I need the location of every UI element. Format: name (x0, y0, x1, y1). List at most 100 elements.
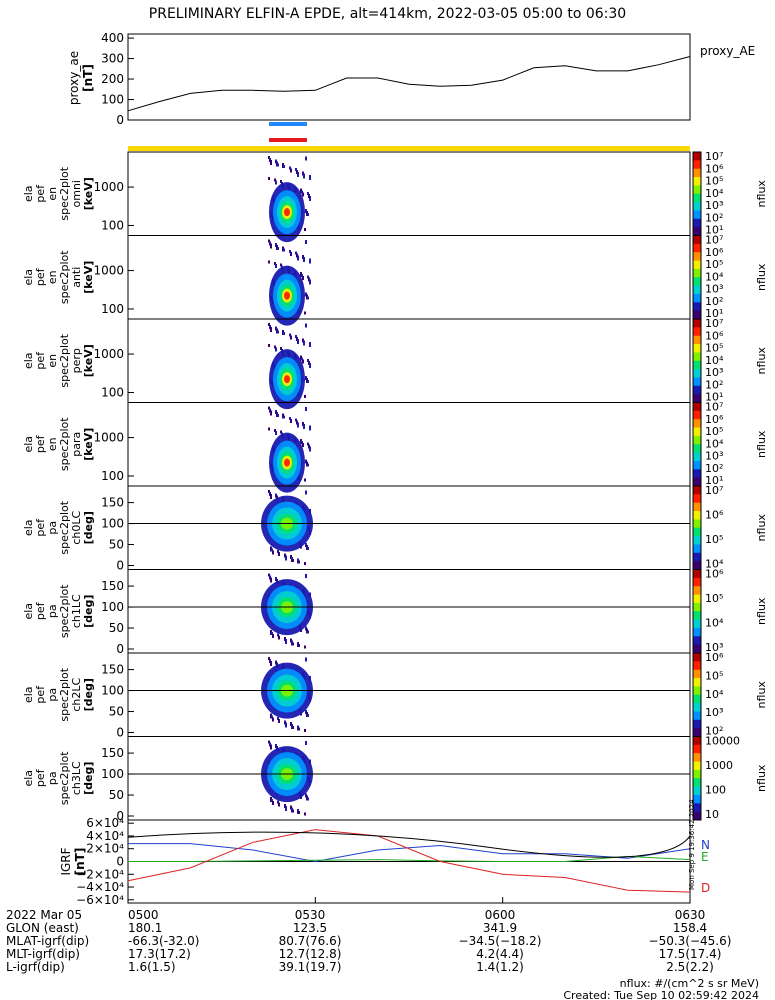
colorbar-segment (693, 594, 701, 600)
colorbar-tick-label: 10000 (705, 735, 740, 748)
spec-noise-pixel (304, 562, 306, 565)
colorbar-tick-label: 10⁶ (705, 162, 724, 175)
colorbar-segment (693, 761, 701, 767)
colorbar-segment (693, 477, 701, 483)
colorbar-segment (693, 415, 701, 420)
colorbar-tick-label: 10⁵ (705, 258, 723, 271)
spec-panel-ylabel: pef (34, 685, 47, 704)
spec-noise-pixel (268, 260, 270, 264)
spec-intensity-region (284, 208, 290, 217)
spec-panel-ylabel: pa (46, 604, 59, 618)
axis-row-label: MLAT-igrf(dip) (6, 934, 89, 948)
colorbar-segment (693, 774, 701, 779)
spec-noise-pixel (278, 719, 280, 723)
axis-row-label: 2022 Mar 05 (6, 908, 82, 922)
colorbar-segment (693, 582, 701, 587)
colorbar-segment (693, 202, 701, 207)
colorbar-segment (693, 252, 701, 257)
axis-row-label: MLT-igrf(dip) (6, 947, 80, 961)
spec-panel-ylabel: en (46, 187, 59, 201)
spec-noise-pixel (268, 406, 270, 410)
spec-noise-pixel (307, 275, 309, 279)
colorbar-segment (693, 273, 701, 278)
colorbar-segment (693, 665, 701, 671)
spec-noise-pixel (292, 809, 294, 813)
spec-panel-ylabel: ela (22, 603, 35, 620)
spec-panel-ylabel: [keV] (82, 428, 95, 461)
spec-panel-ylabel: spec2plot (58, 417, 71, 471)
spec-noise-pixel (278, 552, 280, 556)
spec-noise-pixel (307, 714, 309, 717)
spec-panel-ylabel: ela (22, 770, 35, 787)
spec-noise-pixel (277, 800, 279, 804)
colorbar-segment (693, 377, 701, 383)
spec-noise-pixel (307, 630, 309, 634)
axis-row-value: 17.3(17.2) (128, 947, 191, 961)
axis-row-value: −50.3(−45.6) (649, 934, 732, 948)
spec-noise-pixel (277, 414, 279, 417)
colorbar-segment (693, 657, 701, 662)
spec-panel-frame (127, 151, 691, 236)
colorbar-segment (693, 181, 701, 186)
spec-noise-pixel (274, 345, 276, 349)
ae-ytick-label: 200 (101, 72, 124, 86)
colorbar-segment (693, 765, 701, 771)
spec-ytick-label: 100 (101, 517, 124, 531)
spec-panel-ylabel: pa (46, 771, 59, 785)
colorbar-tick-label: 10⁴ (705, 558, 724, 571)
colorbar-segment (693, 556, 701, 562)
spec-ytick-label: 50 (109, 788, 124, 802)
colorbar-segment (693, 661, 701, 667)
colorbar-tick-label: 10⁷ (705, 484, 723, 497)
colorbar-tick-label: 10⁵ (705, 342, 723, 355)
spec-noise-pixel (277, 247, 279, 250)
spec-noise-pixel (304, 645, 306, 649)
spec-noise-pixel (301, 190, 303, 194)
spec-noise-pixel (274, 262, 276, 265)
colorbar-segment (693, 385, 701, 391)
spec-noise-pixel (290, 335, 292, 340)
colorbar-tick-label: 10² (705, 211, 723, 224)
ae-yunit: [nT] (81, 64, 95, 92)
colorbar-segment (693, 749, 701, 754)
colorbar-segment (693, 197, 701, 203)
colorbar-segment (693, 214, 701, 220)
spec-noise-pixel (304, 812, 306, 816)
spec-ytick-label: 1000 (93, 431, 124, 445)
spec-panel-ylabel: ela (22, 352, 35, 369)
spec-panel-ylabel: [deg] (82, 678, 95, 711)
spec-ytick-label: 1000 (93, 347, 124, 361)
spec-panel-ylabel: pa (46, 688, 59, 702)
colorbar-segment (693, 757, 701, 763)
colorbar-segment (693, 669, 701, 675)
spec-panel-ylabel: spec2plot (58, 667, 71, 721)
spec-panel-ylabel: spec2plot (58, 500, 71, 554)
colorbar-segment (693, 168, 701, 174)
colorbar-segment (693, 452, 701, 458)
spec-panel-ylabel: [keV] (82, 177, 95, 210)
spec-noise-pixel (301, 357, 303, 361)
colorbar-tick-label: 10⁵ (705, 425, 723, 438)
spec-noise-pixel (285, 639, 287, 644)
colorbar-segment (693, 410, 701, 416)
colorbar-segment (693, 515, 701, 520)
spec-panel-ylabel: pa (46, 521, 59, 535)
colorbar-segment (693, 811, 701, 817)
spec-ytick-label: 100 (101, 302, 124, 316)
colorbar-segment (693, 703, 701, 708)
colorbar-segment (693, 577, 701, 583)
colorbar-segment (693, 323, 701, 328)
colorbar-segment (693, 335, 701, 341)
spec-noise-pixel (289, 333, 291, 337)
spec-noise-pixel (295, 251, 297, 255)
spec-noise-pixel (272, 717, 274, 722)
colorbar-segment (693, 231, 701, 236)
colorbar-segment (693, 285, 701, 291)
spec-noise-pixel (268, 740, 270, 744)
colorbar-segment (693, 319, 701, 324)
axis-row-value: 0500 (128, 908, 159, 922)
colorbar-segment (693, 423, 701, 429)
footer-created: Created: Tue Sep 10 02:59:42 2024 (563, 989, 759, 1000)
spec-noise-pixel (302, 192, 304, 197)
